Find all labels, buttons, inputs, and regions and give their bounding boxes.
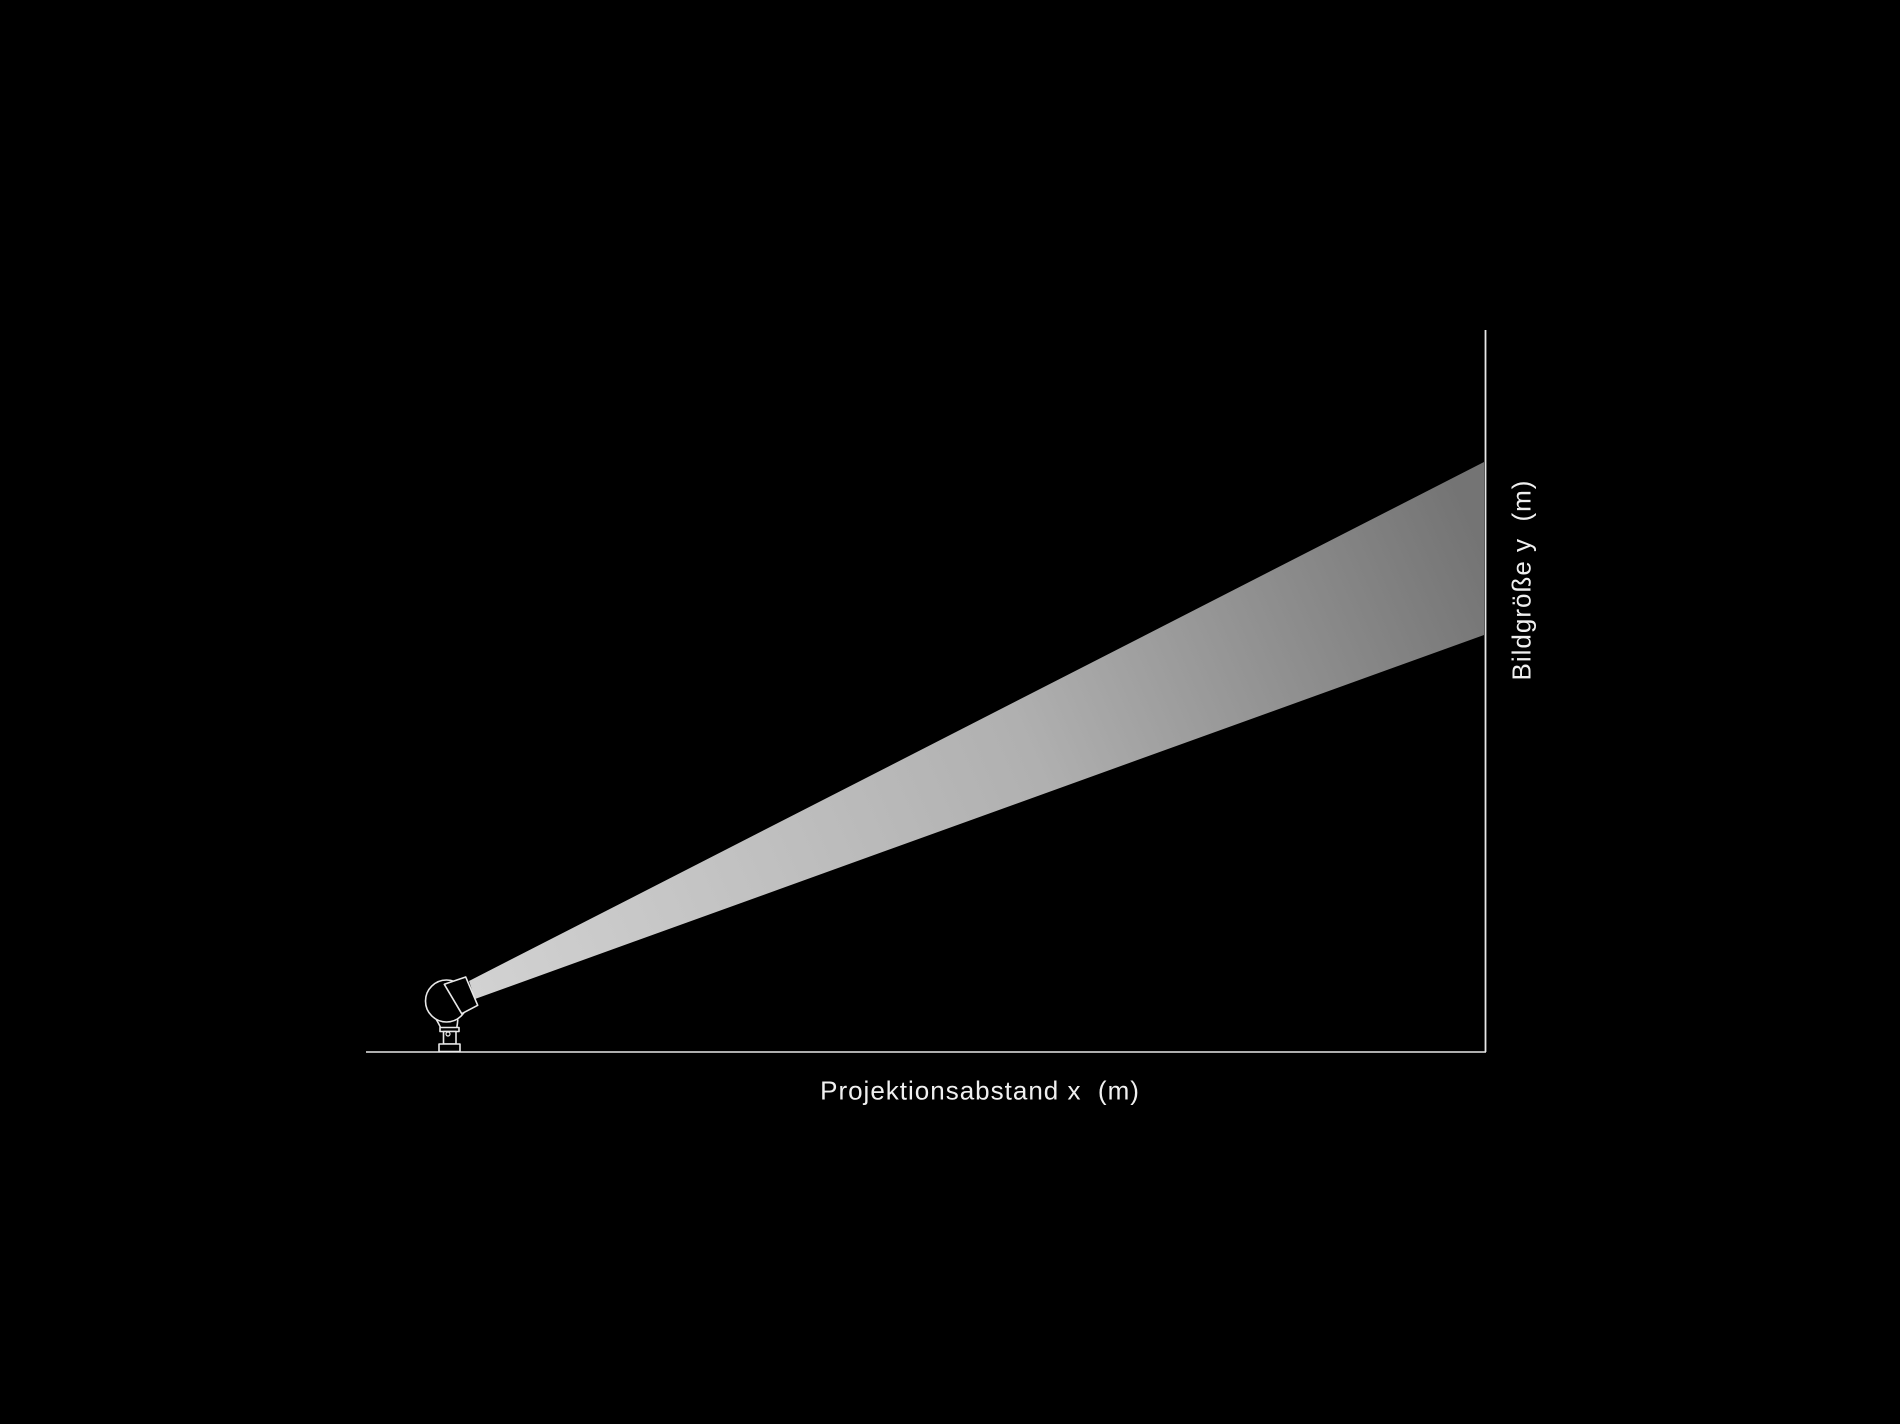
spotlight-projector-icon <box>424 976 479 1053</box>
projection-beam <box>469 462 1484 999</box>
projector-base <box>438 1043 461 1053</box>
projector-pivot-screw-icon <box>445 1031 451 1037</box>
projector-lens-snout <box>443 976 479 1015</box>
x-axis-label: Projektionsabstand x (m) <box>820 1075 1140 1106</box>
y-axis-label: Bildgröße y (m) <box>1506 479 1537 681</box>
